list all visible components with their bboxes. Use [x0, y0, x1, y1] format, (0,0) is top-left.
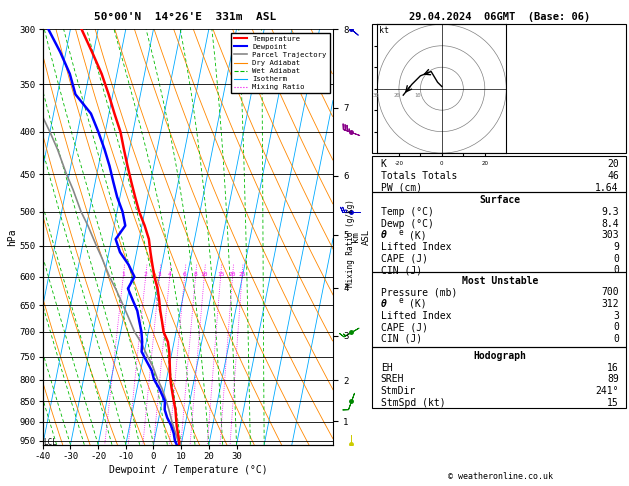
Text: kt: kt [379, 26, 389, 35]
Text: StmSpd (kt): StmSpd (kt) [381, 398, 445, 408]
Text: θ: θ [381, 230, 387, 241]
Text: 15: 15 [217, 272, 225, 277]
Text: LCL: LCL [43, 438, 57, 447]
Text: 20: 20 [229, 272, 237, 277]
Text: 3: 3 [158, 272, 162, 277]
Text: 3: 3 [613, 311, 619, 321]
Text: 9: 9 [613, 242, 619, 252]
Text: K: K [381, 159, 387, 170]
Text: 8: 8 [194, 272, 198, 277]
Text: Dewp (°C): Dewp (°C) [381, 219, 433, 229]
Text: CAPE (J): CAPE (J) [381, 254, 428, 264]
Text: 20: 20 [394, 93, 400, 98]
Text: e: e [399, 296, 403, 306]
Text: 10: 10 [415, 93, 421, 98]
Text: Mixing Ratio (g/kg): Mixing Ratio (g/kg) [346, 199, 355, 287]
Text: 0: 0 [613, 265, 619, 276]
Text: 1: 1 [121, 272, 125, 277]
X-axis label: Dewpoint / Temperature (°C): Dewpoint / Temperature (°C) [109, 465, 267, 475]
Text: θ: θ [381, 299, 387, 309]
Text: 89: 89 [607, 374, 619, 384]
Text: (K): (K) [409, 230, 426, 241]
Text: Lifted Index: Lifted Index [381, 311, 451, 321]
Text: 2: 2 [144, 272, 148, 277]
Text: CIN (J): CIN (J) [381, 265, 422, 276]
Text: 15: 15 [607, 398, 619, 408]
Y-axis label: hPa: hPa [7, 228, 17, 246]
Text: 29.04.2024  06GMT  (Base: 06): 29.04.2024 06GMT (Base: 06) [409, 12, 591, 22]
Text: 30: 30 [373, 93, 379, 98]
Text: e: e [399, 228, 403, 237]
Text: © weatheronline.co.uk: © weatheronline.co.uk [448, 472, 552, 481]
Text: Lifted Index: Lifted Index [381, 242, 451, 252]
Text: 50°00'N  14°26'E  331m  ASL: 50°00'N 14°26'E 331m ASL [94, 12, 277, 22]
Text: 10: 10 [201, 272, 208, 277]
Text: Surface: Surface [479, 195, 520, 206]
Text: 6: 6 [182, 272, 186, 277]
Text: (K): (K) [409, 299, 426, 309]
Text: 16: 16 [607, 363, 619, 373]
Text: CAPE (J): CAPE (J) [381, 322, 428, 332]
Text: 0: 0 [613, 334, 619, 344]
Text: 25: 25 [238, 272, 246, 277]
Text: 303: 303 [601, 230, 619, 241]
Legend: Temperature, Dewpoint, Parcel Trajectory, Dry Adiabat, Wet Adiabat, Isotherm, Mi: Temperature, Dewpoint, Parcel Trajectory… [231, 33, 330, 93]
Y-axis label: km
ASL: km ASL [351, 229, 370, 245]
Text: 8.4: 8.4 [601, 219, 619, 229]
Text: CIN (J): CIN (J) [381, 334, 422, 344]
Text: 312: 312 [601, 299, 619, 309]
Text: 0: 0 [613, 322, 619, 332]
Text: 1.64: 1.64 [595, 183, 619, 193]
Text: 9.3: 9.3 [601, 207, 619, 217]
Text: 241°: 241° [595, 386, 619, 396]
Text: Pressure (mb): Pressure (mb) [381, 287, 457, 297]
Text: Hodograph: Hodograph [473, 351, 526, 361]
Text: 46: 46 [607, 171, 619, 181]
Text: Totals Totals: Totals Totals [381, 171, 457, 181]
Text: Most Unstable: Most Unstable [462, 276, 538, 286]
Text: 700: 700 [601, 287, 619, 297]
Text: 20: 20 [607, 159, 619, 170]
Text: Temp (°C): Temp (°C) [381, 207, 433, 217]
Text: 4: 4 [168, 272, 172, 277]
Text: 0: 0 [613, 254, 619, 264]
Text: PW (cm): PW (cm) [381, 183, 422, 193]
Text: EH: EH [381, 363, 392, 373]
Text: SREH: SREH [381, 374, 404, 384]
Text: StmDir: StmDir [381, 386, 416, 396]
